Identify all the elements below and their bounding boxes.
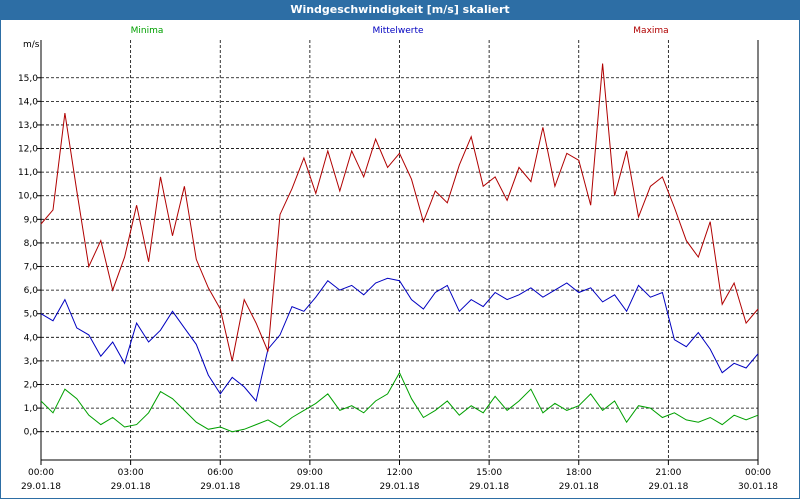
grid-lines	[41, 40, 758, 460]
legend-maxima: Maxima	[633, 26, 668, 36]
y-tick-label: 9,0	[24, 215, 39, 225]
y-tick-label: 12,0	[18, 145, 38, 155]
y-tick-label: 1,0	[24, 404, 39, 414]
x-tick-date-label: 29.01.18	[111, 482, 151, 492]
x-tick-time-label: 12:00	[387, 468, 413, 478]
x-tick-date-label: 29.01.18	[21, 482, 61, 492]
x-tick-date-label: 29.01.18	[200, 482, 240, 492]
x-tick-time-label: 21:00	[655, 468, 681, 478]
y-tick-label: 0,0	[24, 428, 39, 438]
x-tick-time-label: 09:00	[297, 468, 323, 478]
x-axis-ticks: 00:00 29.01.18 03:00 29.01.18 06:00 29.01.18 0…	[21, 460, 778, 492]
y-tick-label: 5,0	[24, 310, 39, 320]
series-lines	[40, 63, 759, 433]
series-line-minima	[40, 371, 759, 433]
legend: Minima Mittelwerte Maxima	[131, 26, 669, 36]
x-tick-date-label: 29.01.18	[469, 482, 509, 492]
x-tick-date-label: 30.01.18	[738, 482, 778, 492]
y-tick-label: 13,0	[18, 121, 38, 131]
chart-title: Windgeschwindigkeit [m/s] skaliert	[0, 0, 800, 20]
y-tick-label: 4,0	[24, 333, 39, 343]
y-tick-label: 11,0	[18, 168, 38, 178]
x-tick-date-label: 29.01.18	[290, 482, 330, 492]
y-tick-label: 8,0	[24, 239, 39, 249]
x-tick-time-label: 03:00	[118, 468, 144, 478]
series-line-maxima	[40, 63, 759, 362]
series-line-mittelwerte	[40, 277, 759, 403]
y-axis-unit-label: m/s	[23, 40, 40, 50]
x-tick-time-label: 00:00	[745, 468, 771, 478]
y-tick-label: 7,0	[24, 263, 39, 273]
y-tick-label: 3,0	[24, 357, 39, 367]
y-tick-label: 10,0	[18, 192, 38, 202]
y-tick-label: 14,0	[18, 97, 38, 107]
x-tick-time-label: 18:00	[566, 468, 592, 478]
legend-minima: Minima	[131, 26, 164, 36]
x-tick-time-label: 15:00	[476, 468, 502, 478]
y-tick-label: 6,0	[24, 286, 39, 296]
x-tick-time-label: 00:00	[28, 468, 54, 478]
x-tick-date-label: 29.01.18	[559, 482, 599, 492]
y-axis-ticks: 0,0 1,0 2,0 3,0 4,0 5,0 6,0 7,0 8,0 9,0 10,0 11,0 12…	[18, 74, 41, 438]
chart-canvas: 0,0 1,0 2,0 3,0 4,0 5,0 6,0 7,0 8,0 9,0 10,0 11,0 12…	[18, 26, 778, 492]
x-tick-time-label: 06:00	[207, 468, 233, 478]
x-tick-date-label: 29.01.18	[379, 482, 419, 492]
x-tick-date-label: 29.01.18	[648, 482, 688, 492]
legend-mittelwerte: Mittelwerte	[372, 26, 423, 36]
chart-frame: 0,0 1,0 2,0 3,0 4,0 5,0 6,0 7,0 8,0 9,0 10,0 11,0 12…	[0, 20, 800, 499]
y-tick-label: 2,0	[24, 380, 39, 390]
y-tick-label: 15,0	[18, 74, 38, 84]
